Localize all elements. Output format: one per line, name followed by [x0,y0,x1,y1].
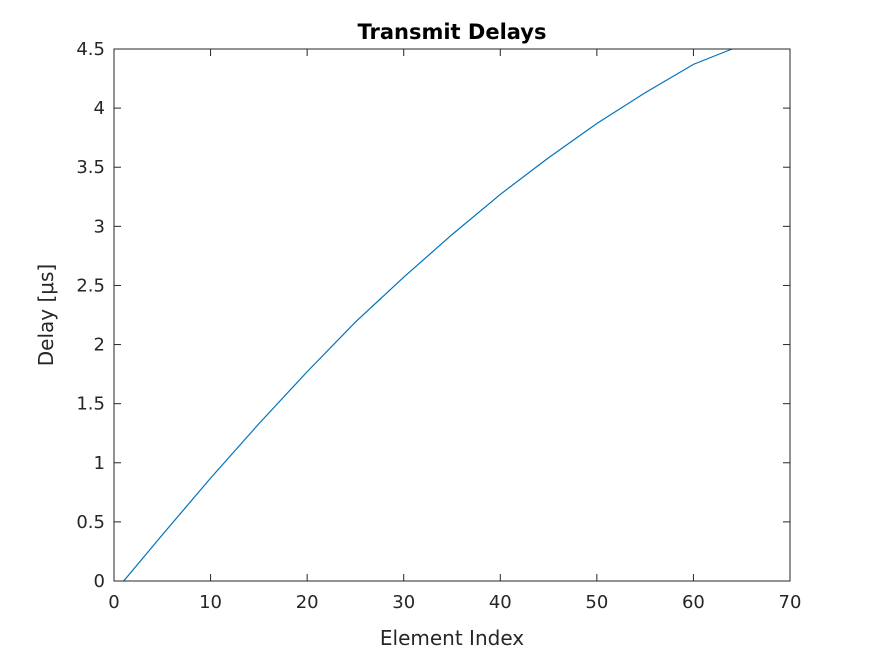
series-layer [123,48,733,582]
y-tick-label: 2.5 [76,275,105,296]
x-tick-label: 20 [296,592,319,613]
y-tick-label: 4.5 [76,39,105,60]
plot-area [114,49,790,581]
y-tick-label: 3.5 [76,157,105,178]
x-tick-label: 40 [489,592,512,613]
ticks-layer: 0 10 20 30 40 50 60 70 0 0.5 1 1.5 2 2.5 3 3.5 4 4.5 [76,39,801,613]
chart-title: Transmit Delays [357,20,546,44]
x-tick-label: 30 [392,592,415,613]
y-axis-title: Delay [μs] [34,264,58,366]
axes-layer [113,48,791,582]
axes-box [113,48,791,582]
y-tick-label: 0.5 [76,512,105,533]
y-tick-label: 1.5 [76,394,105,415]
x-tick-label: 0 [108,592,119,613]
y-tick-label: 3 [94,216,105,237]
x-tick-label: 50 [585,592,608,613]
y-tick-label: 2 [94,335,105,356]
series-line-1 [123,48,733,582]
y-tick-label: 4 [94,98,105,119]
x-tick-label: 70 [779,592,802,613]
x-tick-label: 60 [682,592,705,613]
x-tick-label: 10 [199,592,222,613]
y-tick-label: 0 [94,571,105,592]
x-axis-title: Element Index [380,626,524,650]
y-tick-label: 1 [94,453,105,474]
